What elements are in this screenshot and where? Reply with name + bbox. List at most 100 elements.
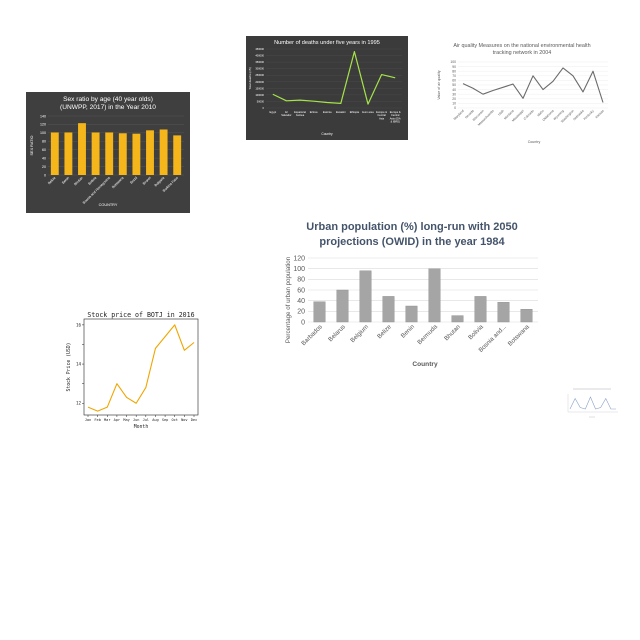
bar: [451, 315, 464, 323]
x-tick-label: Kansas: [594, 109, 605, 120]
series-line: [272, 51, 396, 105]
chart-background: [432, 38, 612, 148]
y-tick-label: 80: [297, 277, 305, 284]
chart-background: [246, 36, 408, 140]
chart-title: (UNWPP, 2017) in the Year 2010: [60, 104, 156, 111]
y-tick-label: 0: [44, 173, 46, 177]
x-tick-label: Apr: [114, 418, 121, 422]
y-axis-label: Percentage of urban population: [285, 256, 292, 343]
x-tick-label: Bulgaria: [154, 176, 166, 188]
y-tick-label: 50000: [257, 99, 265, 103]
x-tick-label: May: [123, 418, 130, 422]
chart-title: tracking network in 2004: [493, 50, 551, 56]
y-tick-label: 50: [452, 83, 456, 87]
x-axis-label: Country: [528, 140, 541, 144]
y-tick-label: 14: [76, 362, 82, 367]
x-tick-label: Europe & Central Asia (IDA & IBRD): [390, 110, 401, 124]
x-tick-label: Bolivia: [467, 323, 485, 341]
x-tick-label: Benin: [400, 323, 417, 340]
stock-price-chart-panel: Stock price of BOTJ in 2016 12 14 16 Stock P…: [64, 308, 204, 430]
urban-population-chart: Urban population (%) long-run with 2050 p…: [285, 221, 538, 368]
air-quality-chart: Air quality Measures on the national env…: [432, 38, 612, 148]
deaths-under-five-chart-panel: Number of deaths under five years in 199…: [246, 36, 408, 140]
y-tick-label: 100: [40, 131, 46, 135]
x-tick-label: Belgium: [349, 323, 370, 344]
series-line: [569, 396, 616, 410]
y-tick-label: 40: [297, 298, 305, 305]
tiny-line-chart-panel: [563, 386, 621, 420]
bar: [497, 302, 510, 323]
x-tick-label: El Salvador: [281, 110, 291, 117]
y-tick-label: 100: [450, 60, 456, 64]
x-tick-label: Jan: [85, 418, 92, 422]
y-tick-label: 12: [76, 401, 82, 406]
bar: [105, 132, 114, 175]
x-tick-label: Benin: [61, 176, 70, 185]
x-tick-label: Feb: [94, 418, 101, 422]
bar: [382, 296, 395, 323]
x-tick-label: Equatorial Guinea: [294, 110, 306, 117]
x-tick-label: Oct: [171, 418, 178, 422]
bar: [159, 129, 168, 175]
x-tick-label: Europe & Central Asia: [376, 110, 387, 120]
y-tick-label: 16: [76, 322, 82, 327]
bar: [336, 289, 349, 323]
chart-title: Stock price of BOTJ in 2016: [87, 311, 194, 319]
sex-ratio-chart-panel: Sex ratio by age (40 year olds) (UNWPP, 2…: [26, 92, 190, 213]
x-tick-label: Utah: [497, 109, 505, 117]
chart-title: Urban population (%) long-run with 2050: [306, 221, 517, 233]
y-tick-label: 0: [263, 106, 265, 110]
x-axis-label: Country: [412, 361, 438, 368]
deaths-under-five-chart: Number of deaths under five years in 199…: [246, 36, 408, 140]
y-axis-label: SEX RATIO: [30, 135, 34, 155]
x-tick-label: Montana: [503, 109, 515, 121]
x-tick-label: Belarus: [327, 323, 347, 343]
x-tick-label: Bhutan: [73, 176, 84, 187]
x-tick-label: Belize: [47, 176, 56, 185]
bar: [520, 308, 533, 323]
x-axis-label: Country: [321, 132, 333, 136]
y-tick-label: 0: [301, 319, 305, 326]
urban-population-chart-panel: Urban population (%) long-run with 2050 p…: [282, 216, 542, 372]
y-tick-label: 30: [452, 92, 456, 96]
tiny-line-chart: [567, 388, 618, 418]
y-tick-label: 400000: [255, 54, 264, 58]
x-tick-label: Bermuda: [416, 323, 439, 346]
series-line: [87, 324, 195, 412]
bar: [132, 133, 141, 175]
y-tick-label: 10: [452, 102, 456, 106]
x-axis-label: Month: [134, 424, 149, 430]
y-axis-label: Stock Price (USD): [66, 342, 72, 391]
x-tick-label: Jul: [143, 418, 150, 422]
x-tick-label: Bolivia: [87, 176, 97, 186]
y-tick-label: 20: [297, 309, 305, 316]
x-tick-label: Idaho: [536, 109, 545, 118]
bar: [50, 132, 59, 175]
y-tick-label: 200000: [255, 80, 264, 84]
x-tick-label: Brazil: [129, 176, 138, 185]
x-tick-label: Euro area: [362, 110, 374, 114]
bar: [118, 133, 127, 175]
y-tick-label: 60: [452, 79, 456, 83]
y-tick-label: 0: [454, 106, 456, 110]
y-tick-label: 60: [297, 287, 305, 294]
x-tick-label: Ethiopia: [350, 110, 360, 114]
x-tick-label: Belize: [376, 323, 393, 340]
bar: [91, 132, 100, 175]
x-tick-label: Egypt: [269, 110, 276, 114]
y-tick-label: 450000: [255, 47, 264, 51]
chart-title: Sex ratio by age (40 year olds): [63, 96, 153, 103]
y-tick-label: 70: [452, 74, 456, 78]
x-tick-label: Bhutan: [443, 323, 462, 342]
chart-title: projections (OWID) in the year 1984: [319, 236, 505, 248]
y-tick-label: 250000: [255, 73, 264, 77]
x-tick-label: Jun: [133, 418, 140, 422]
bar: [359, 270, 372, 323]
y-tick-label: 60: [42, 148, 46, 152]
x-tick-label: Mar: [104, 418, 111, 422]
bar: [64, 132, 73, 175]
y-tick-label: 40: [452, 88, 456, 92]
bar: [313, 301, 326, 323]
y-tick-label: 150000: [255, 86, 264, 90]
x-tick-label: Dec: [191, 418, 198, 422]
